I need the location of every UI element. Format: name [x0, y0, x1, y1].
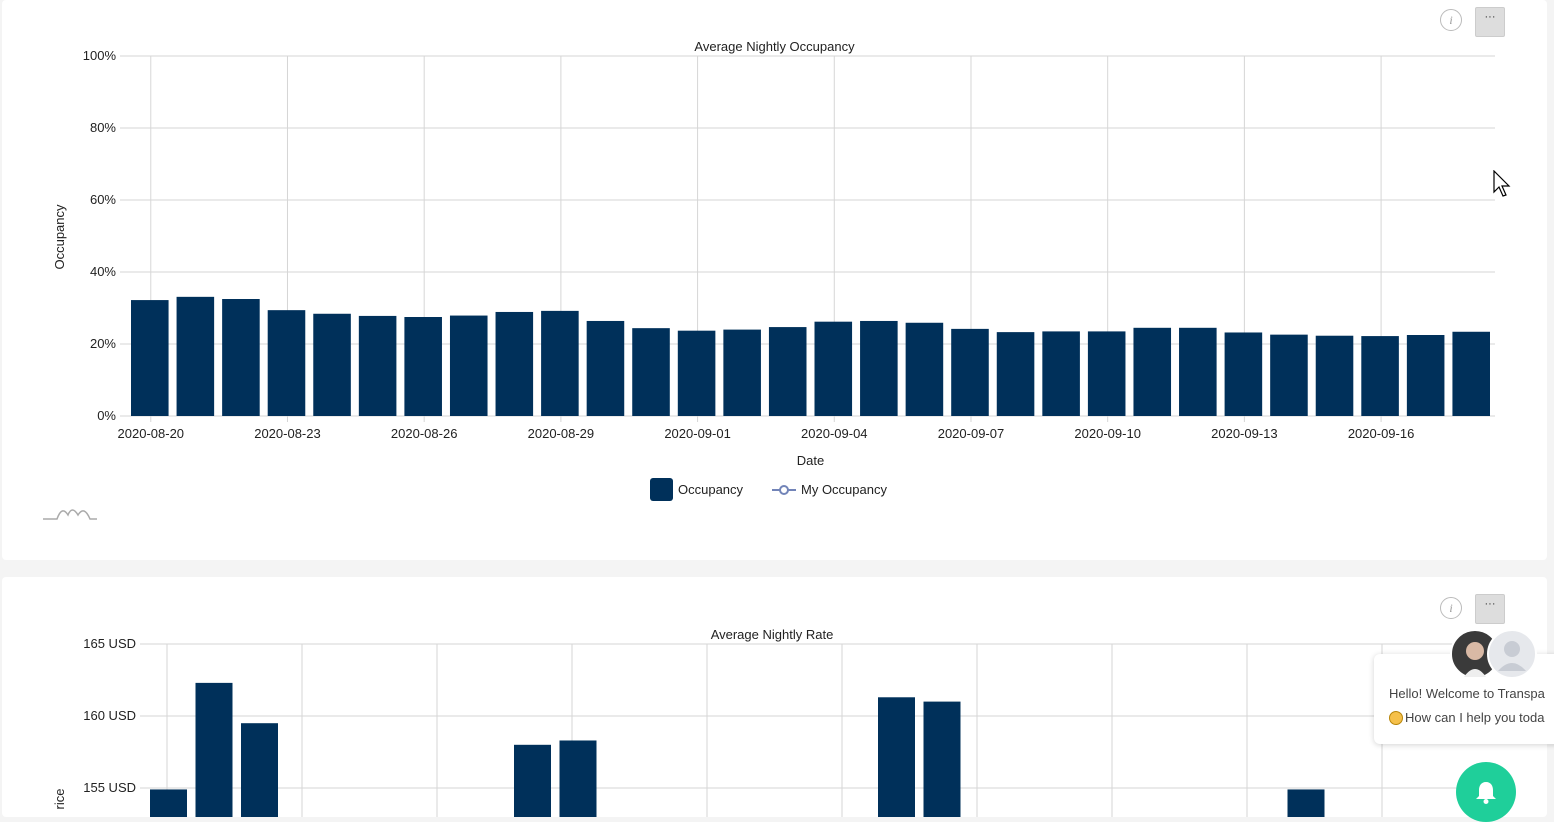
bar — [923, 701, 961, 817]
bar — [1224, 332, 1263, 416]
more-options-button[interactable]: ··· — [1475, 7, 1505, 37]
legend-label-occupancy: Occupancy — [678, 482, 744, 497]
y-tick-label: 80% — [90, 120, 116, 135]
bar — [1315, 335, 1354, 416]
bar — [586, 320, 625, 416]
brand-logo-icon — [43, 509, 97, 520]
bar — [358, 315, 397, 416]
agent-avatar[interactable] — [1450, 629, 1500, 679]
agent-photo-icon — [1464, 642, 1486, 677]
bar — [860, 320, 898, 416]
bar — [404, 317, 442, 416]
y-tick-label: 160 USD — [83, 708, 136, 723]
bar — [222, 299, 260, 416]
chart-title: Average Nightly Rate — [711, 627, 834, 642]
x-tick-label: 2020-09-04 — [801, 426, 868, 441]
x-tick-label: 2020-09-16 — [1348, 426, 1415, 441]
x-axis-label: Date — [797, 453, 824, 468]
bar — [176, 296, 215, 416]
smile-emoji-icon — [1389, 711, 1403, 725]
occupancy-card: i ··· 0% 20% 40% 60% 80% 100% 2020-08-20 2020-0… — [2, 0, 1547, 560]
x-tick-label: 2020-09-13 — [1211, 426, 1278, 441]
bar — [814, 321, 853, 416]
y-tick-label: 20% — [90, 336, 116, 351]
bar — [267, 310, 306, 416]
bar — [677, 330, 716, 416]
bar — [878, 697, 915, 817]
x-tick-label: 2020-08-29 — [528, 426, 595, 441]
y-tick-label: 165 USD — [83, 636, 136, 651]
bar — [1087, 331, 1126, 416]
info-icon[interactable]: i — [1440, 9, 1462, 31]
bar — [768, 327, 807, 416]
user-avatar[interactable] — [1487, 629, 1537, 679]
y-axis-label: Occupancy — [52, 204, 67, 270]
bar — [541, 310, 579, 416]
bar — [1042, 331, 1080, 416]
x-tick-label: 2020-09-01 — [664, 426, 731, 441]
y-tick-label: 60% — [90, 192, 116, 207]
bar — [1133, 327, 1172, 416]
chat-question-row: How can I help you toda — [1389, 710, 1544, 725]
more-options-button[interactable]: ··· — [1475, 594, 1505, 624]
legend-swatch-occupancy — [650, 478, 673, 501]
rate-chart: 155 USD 160 USD 165 USD Average Nightly Rat… — [52, 627, 1495, 817]
notification-bell-button[interactable] — [1456, 762, 1516, 822]
x-tick-label: 2020-08-23 — [254, 426, 321, 441]
bar — [241, 723, 278, 817]
bar — [723, 329, 761, 416]
x-tick-label: 2020-08-20 — [118, 426, 185, 441]
legend-marker-my-occupancy — [779, 485, 789, 495]
y-axis-label: rice — [52, 789, 67, 810]
bar — [150, 789, 187, 817]
y-tick-label: 0% — [97, 408, 116, 423]
bar — [313, 313, 351, 416]
x-tick-label: 2020-09-07 — [938, 426, 1005, 441]
info-icon[interactable]: i — [1440, 597, 1462, 619]
bar — [905, 322, 944, 416]
y-tick-label: 40% — [90, 264, 116, 279]
user-placeholder-icon — [1498, 641, 1526, 671]
chat-greeting: Hello! Welcome to Transpa — [1389, 686, 1545, 701]
bar — [1179, 327, 1217, 416]
bar — [131, 300, 169, 416]
chart-title: Average Nightly Occupancy — [694, 39, 855, 54]
bar — [1287, 789, 1325, 817]
bar — [514, 744, 551, 817]
occupancy-chart: 0% 20% 40% 60% 80% 100% 2020-08-20 2020-08-23 20… — [43, 39, 1495, 520]
bar — [449, 315, 488, 416]
bar — [1452, 331, 1490, 416]
bar — [559, 740, 597, 817]
bar — [1361, 336, 1399, 416]
bar — [1270, 334, 1308, 416]
chat-question: How can I help you toda — [1405, 710, 1545, 725]
x-tick-label: 2020-09-10 — [1074, 426, 1141, 441]
bar — [951, 328, 989, 416]
bell-icon — [1476, 782, 1496, 804]
rate-card: i ··· 155 USD 160 USD 165 USD Average Night… — [2, 577, 1547, 817]
y-tick-label: 155 USD — [83, 780, 136, 795]
mouse-cursor-icon — [1493, 170, 1511, 197]
x-tick-label: 2020-08-26 — [391, 426, 458, 441]
y-tick-label: 100% — [83, 48, 117, 63]
bar — [996, 332, 1035, 416]
bar — [195, 682, 233, 817]
bar — [495, 311, 534, 416]
bar — [632, 328, 670, 416]
bar — [1406, 335, 1445, 416]
legend-label-my-occupancy: My Occupancy — [801, 482, 887, 497]
